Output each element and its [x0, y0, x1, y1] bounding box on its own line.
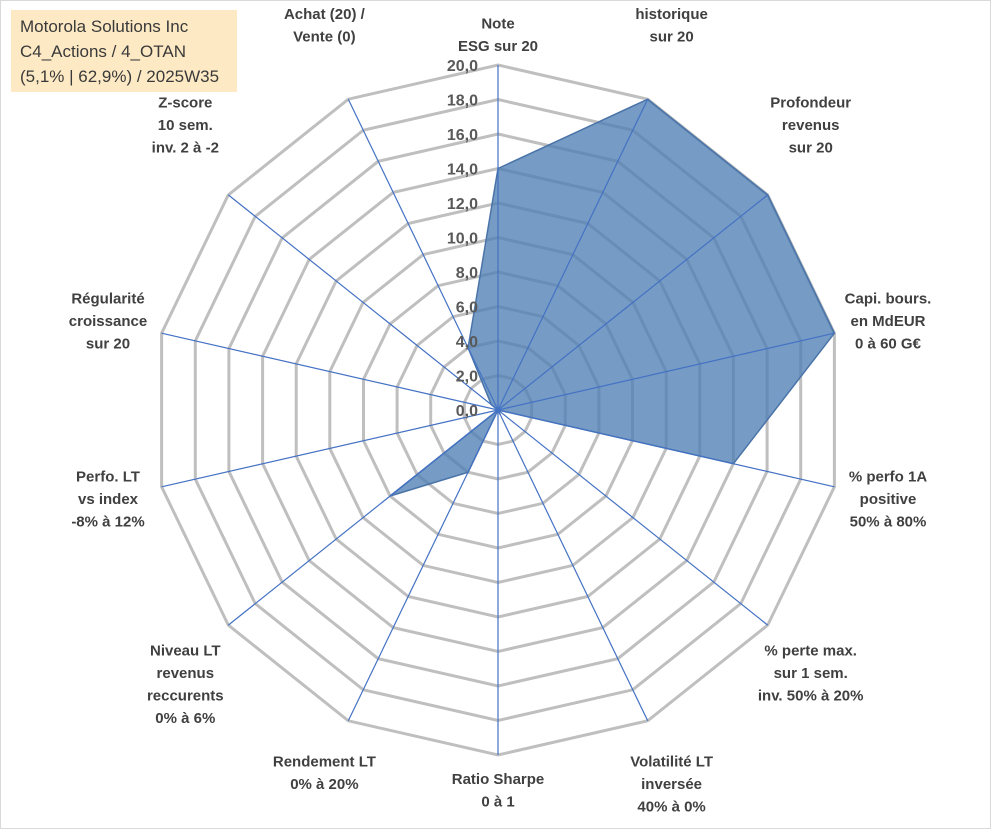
- axis-label: Profondeur revenus sur 20: [770, 95, 851, 157]
- axis-label: MomentumAchat (20) /Vente (0): [284, 1, 366, 46]
- axis-spoke: [347, 409, 499, 722]
- axis-label: Ratio Sharpe 0 à 1: [452, 771, 545, 811]
- axis-spoke: [227, 409, 499, 626]
- axis-spoke: [227, 194, 499, 411]
- tick-label: 18,0: [447, 93, 478, 110]
- axis-label: Perfo. LT vs index -8% à 12%: [71, 469, 144, 531]
- tick-label: 4,0: [456, 334, 478, 351]
- tick-label: 8,0: [456, 265, 478, 282]
- axis-spoke: [497, 409, 649, 722]
- axis-spoke: [161, 409, 499, 488]
- axis-label: Z-score 10 sem. inv. 2 à -2: [152, 95, 219, 157]
- axis-spoke: [347, 98, 499, 411]
- axis-label: Régularité croissance sur 20: [69, 291, 147, 353]
- axis-spoke: [497, 332, 835, 411]
- axis-spoke: [497, 98, 649, 411]
- axis-label: Volatilité LT inversée 40% à 0%: [630, 753, 713, 815]
- axis-spoke: [497, 194, 769, 411]
- axis-label: % perte max. sur 1 sem. inv. 50% à 20%: [758, 642, 864, 704]
- tick-label: 0,0: [456, 403, 478, 420]
- tick-label: 14,0: [447, 162, 478, 179]
- title-line-stats: (5,1% | 62,9%) / 2025W35: [20, 67, 220, 86]
- title-line-company: Motorola Solutions Inc: [20, 17, 189, 36]
- chart-title-box: Motorola Solutions Inc C4_Actions / 4_OT…: [11, 10, 237, 92]
- axis-spoke: [161, 332, 499, 411]
- tick-label: 20,0: [447, 58, 478, 75]
- axis-label: Profondeurhistoriquesur 20: [631, 1, 712, 46]
- tick-label: 12,0: [447, 196, 478, 213]
- axis-spoke: [497, 409, 769, 626]
- axis-label: Note ESG sur 20: [458, 16, 538, 56]
- tick-label: 6,0: [456, 300, 478, 317]
- tick-label: 10,0: [447, 231, 478, 248]
- title-line-portfolio: C4_Actions / 4_OTAN: [20, 42, 186, 61]
- tick-label: 16,0: [447, 127, 478, 144]
- tick-label: 2,0: [456, 369, 478, 386]
- axis-spoke: [497, 409, 835, 488]
- axis-label: Niveau LT revenus reccurents 0% à 6%: [147, 642, 224, 727]
- axis-label: % perfo 1A positive 50% à 80%: [849, 469, 928, 531]
- axis-label: Capi. bours. en MdEUR 0 à 60 G€: [845, 291, 932, 353]
- axis-label: Rendement LT 0% à 20%: [273, 753, 376, 793]
